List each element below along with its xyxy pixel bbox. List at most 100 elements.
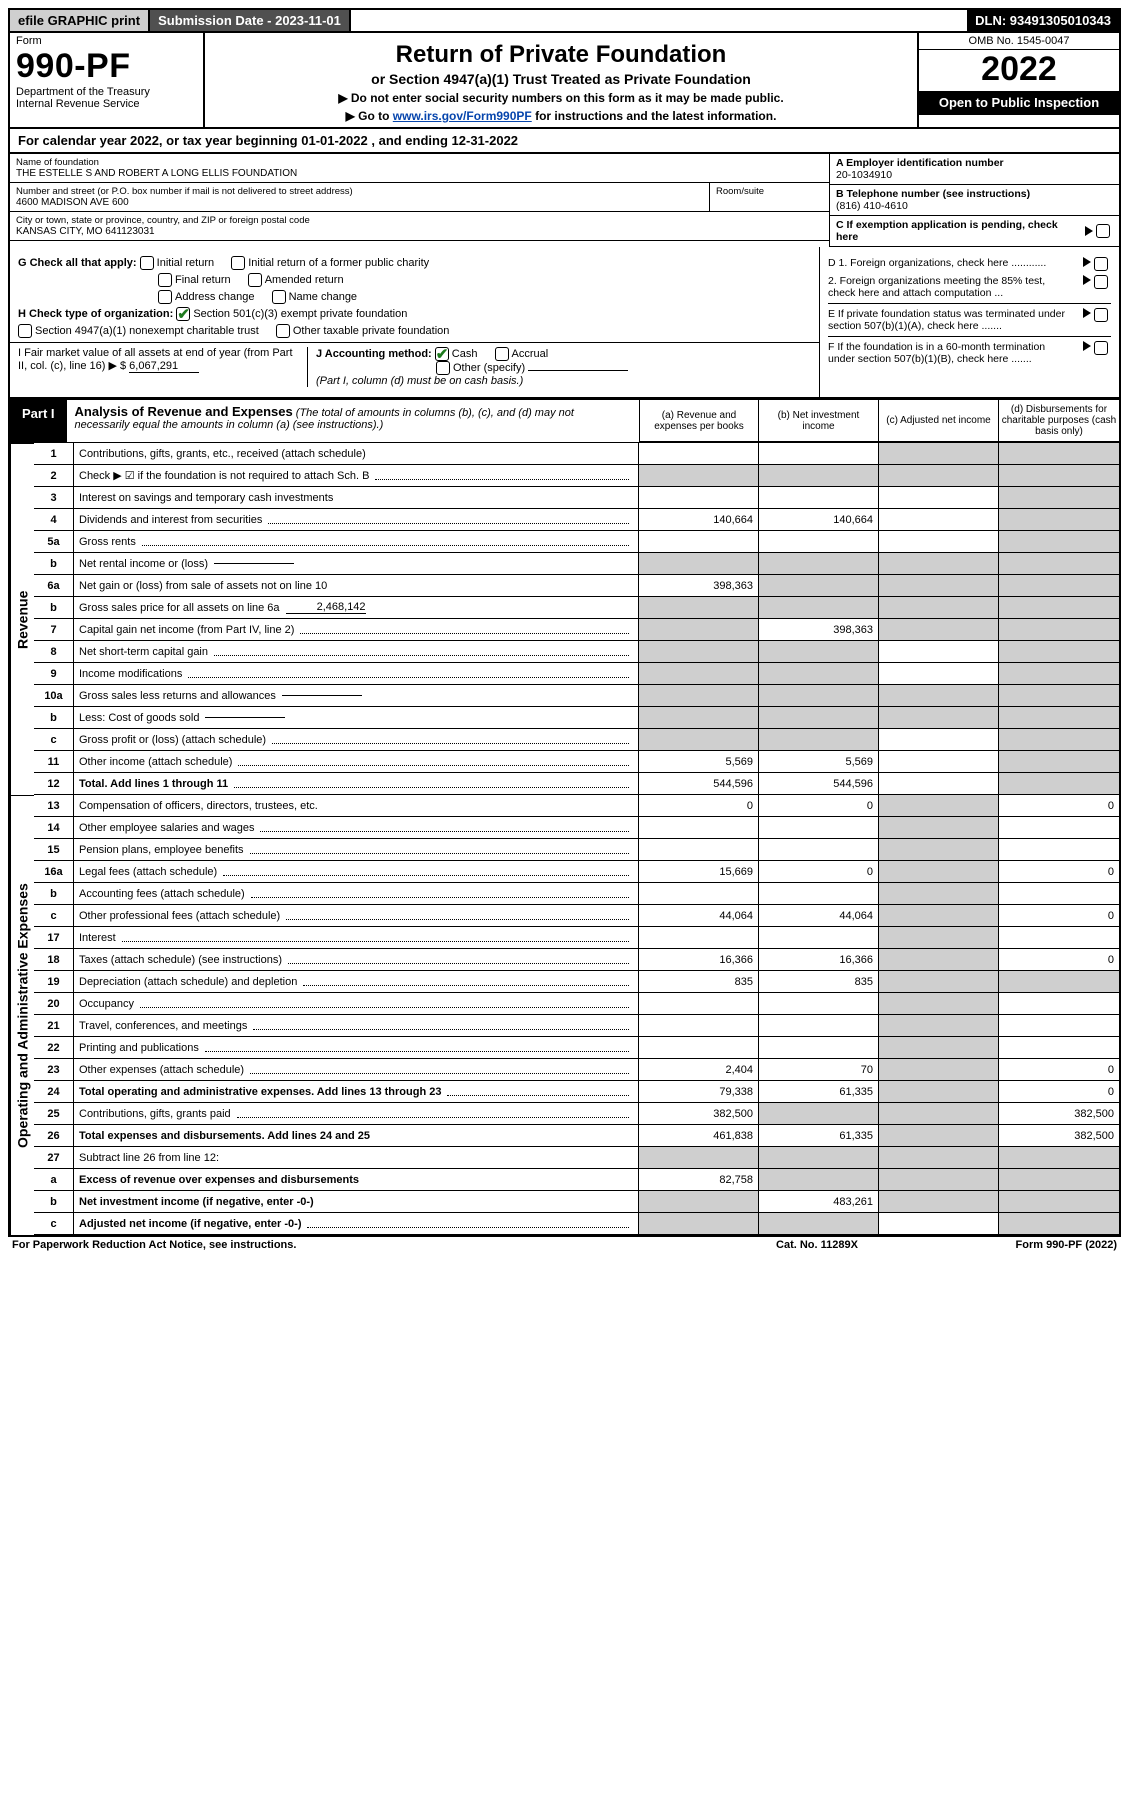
c-checkbox[interactable] — [1096, 224, 1110, 238]
line-desc-18: Taxes (attach schedule) (see instruction… — [74, 949, 639, 971]
inline-val-b — [205, 717, 285, 718]
col-c-23 — [879, 1059, 999, 1081]
col-a-hd: (a) Revenue and expenses per books — [639, 400, 759, 442]
h-o1: Section 501(c)(3) exempt private foundat… — [193, 308, 407, 320]
line-num-17: 17 — [34, 927, 74, 949]
col-b-b — [759, 553, 879, 575]
col-d-13: 0 — [999, 795, 1119, 817]
line-num-a: a — [34, 1169, 74, 1191]
h-line2: Section 4947(a)(1) nonexempt charitable … — [18, 324, 811, 338]
j-cash-checkbox[interactable] — [435, 347, 449, 361]
part1-grid: Revenue1Contributions, gifts, grants, et… — [8, 443, 1121, 1237]
col-c-5a — [879, 531, 999, 553]
col-d-2 — [999, 465, 1119, 487]
line-desc-16a: Legal fees (attach schedule) — [74, 861, 639, 883]
col-d-25: 382,500 — [999, 1103, 1119, 1125]
g-initial-public-checkbox[interactable] — [231, 256, 245, 270]
col-a-8 — [639, 641, 759, 663]
foundation-name-cell: Name of foundation THE ESTELLE S AND ROB… — [10, 154, 829, 183]
g-amended-checkbox[interactable] — [248, 273, 262, 287]
col-c-21 — [879, 1015, 999, 1037]
col-d-21 — [999, 1015, 1119, 1037]
addr: 4600 MADISON AVE 600 — [16, 197, 703, 208]
j-note: (Part I, column (d) must be on cash basi… — [316, 375, 523, 387]
line-desc-22: Printing and publications — [74, 1037, 639, 1059]
col-a-b — [639, 597, 759, 619]
col-c-b — [879, 883, 999, 905]
line-desc-27: Subtract line 26 from line 12: — [74, 1147, 639, 1169]
f-checkbox[interactable] — [1094, 341, 1108, 355]
d1-checkbox[interactable] — [1094, 257, 1108, 271]
line-desc-c: Gross profit or (loss) (attach schedule) — [74, 729, 639, 751]
addr-row: Number and street (or P.O. box number if… — [10, 183, 829, 212]
col-a-17 — [639, 927, 759, 949]
col-b-b — [759, 707, 879, 729]
g-initial-checkbox[interactable] — [140, 256, 154, 270]
col-d-18: 0 — [999, 949, 1119, 971]
g-name-checkbox[interactable] — [272, 290, 286, 304]
col-b-c — [759, 729, 879, 751]
g-final-checkbox[interactable] — [158, 273, 172, 287]
col-d-23: 0 — [999, 1059, 1119, 1081]
col-d-c — [999, 1213, 1119, 1235]
j-o2: Accrual — [512, 348, 549, 360]
i-val: 6,067,291 — [129, 360, 199, 373]
col-b-5a — [759, 531, 879, 553]
col-a-b — [639, 707, 759, 729]
col-b-18: 16,366 — [759, 949, 879, 971]
city-cell: City or town, state or province, country… — [10, 212, 829, 241]
addr-lbl: Number and street (or P.O. box number if… — [16, 186, 703, 197]
j-other-checkbox[interactable] — [436, 361, 450, 375]
ij-row: I Fair market value of all assets at end… — [10, 342, 819, 391]
j-o1: Cash — [452, 348, 478, 360]
col-a-b — [639, 553, 759, 575]
col-a-19: 835 — [639, 971, 759, 993]
h-501c3-checkbox[interactable] — [176, 307, 190, 321]
g-o5: Name change — [289, 291, 358, 303]
col-a-11: 5,569 — [639, 751, 759, 773]
f-line: F If the foundation is in a 60-month ter… — [828, 336, 1111, 365]
col-b-26: 61,335 — [759, 1125, 879, 1147]
ghi-right: D 1. Foreign organizations, check here .… — [819, 247, 1119, 397]
form-header: Form 990-PF Department of the Treasury I… — [8, 33, 1121, 129]
h-4947-checkbox[interactable] — [18, 324, 32, 338]
col-d-b — [999, 883, 1119, 905]
col-a-27 — [639, 1147, 759, 1169]
g-address-checkbox[interactable] — [158, 290, 172, 304]
sub2b-post: for instructions and the latest informat… — [532, 109, 777, 123]
line-num-c: c — [34, 905, 74, 927]
col-a-15 — [639, 839, 759, 861]
d2-line: 2. Foreign organizations meeting the 85%… — [828, 275, 1111, 299]
form990pf-link[interactable]: www.irs.gov/Form990PF — [393, 109, 532, 123]
h-other-checkbox[interactable] — [276, 324, 290, 338]
col-c-17 — [879, 927, 999, 949]
line-desc-8: Net short-term capital gain — [74, 641, 639, 663]
line-num-16a: 16a — [34, 861, 74, 883]
line-desc-9: Income modifications — [74, 663, 639, 685]
col-a-12: 544,596 — [639, 773, 759, 795]
omb: OMB No. 1545-0047 — [919, 33, 1119, 50]
line-desc-11: Other income (attach schedule) — [74, 751, 639, 773]
line-desc-24: Total operating and administrative expen… — [74, 1081, 639, 1103]
ghi-left: G Check all that apply: Initial return I… — [10, 247, 819, 397]
d2-checkbox[interactable] — [1094, 275, 1108, 289]
tri-icon — [1083, 308, 1091, 318]
col-a-23: 2,404 — [639, 1059, 759, 1081]
line-desc-6a: Net gain or (loss) from sale of assets n… — [74, 575, 639, 597]
d1-txt: D 1. Foreign organizations, check here .… — [828, 257, 1080, 271]
e-txt: E If private foundation status was termi… — [828, 308, 1080, 332]
side-revenue: Revenue — [10, 443, 34, 795]
col-b-b — [759, 597, 879, 619]
line-desc-20: Occupancy — [74, 993, 639, 1015]
line-num-21: 21 — [34, 1015, 74, 1037]
j-accrual-checkbox[interactable] — [495, 347, 509, 361]
g-label: G Check all that apply: — [18, 257, 137, 269]
col-a-14 — [639, 817, 759, 839]
col-b-2 — [759, 465, 879, 487]
line-num-3: 3 — [34, 487, 74, 509]
line-desc-b: Accounting fees (attach schedule) — [74, 883, 639, 905]
col-b-b: 483,261 — [759, 1191, 879, 1213]
col-d-5a — [999, 531, 1119, 553]
h-label: H Check type of organization: — [18, 308, 173, 320]
e-checkbox[interactable] — [1094, 308, 1108, 322]
